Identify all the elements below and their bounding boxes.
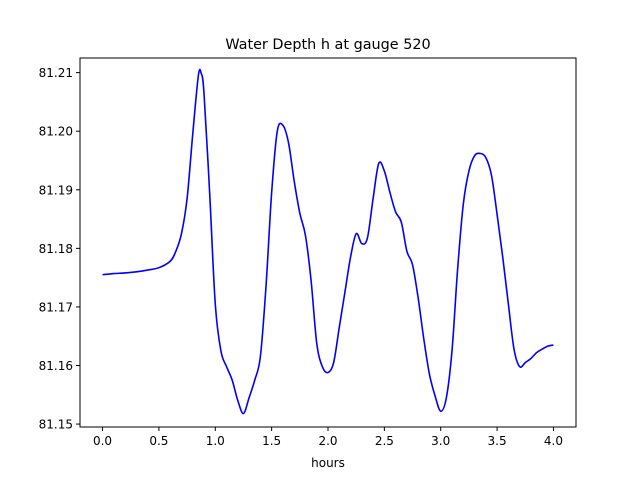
x-tick-label: 1.0 xyxy=(206,434,225,448)
x-tick-label: 2.0 xyxy=(318,434,337,448)
y-tick-label: 81.17 xyxy=(39,300,73,314)
chart-title: Water Depth h at gauge 520 xyxy=(225,37,430,53)
x-axis-label: hours xyxy=(311,456,345,470)
x-tick-label: 2.5 xyxy=(375,434,394,448)
x-axis: 0.0 0.5 1.0 1.5 2.0 2.5 3.0 3.5 4.0 xyxy=(93,427,563,448)
y-axis: 81.15 81.16 81.17 81.18 81.19 81.20 81.21 xyxy=(39,66,80,432)
y-tick-label: 81.19 xyxy=(39,183,73,197)
y-tick-label: 81.21 xyxy=(39,66,73,80)
series-line-0 xyxy=(102,68,554,415)
y-tick-label: 81.20 xyxy=(39,125,73,139)
x-tick-label: 0.0 xyxy=(93,434,112,448)
y-tick-label: 81.16 xyxy=(39,359,73,373)
y-tick-label: 81.18 xyxy=(39,242,73,256)
x-tick-label: 4.0 xyxy=(544,434,563,448)
plot-area xyxy=(102,68,554,415)
y-tick-label: 81.15 xyxy=(39,418,73,432)
x-tick-label: 0.5 xyxy=(149,434,168,448)
x-tick-label: 1.5 xyxy=(262,434,281,448)
x-tick-label: 3.5 xyxy=(488,434,507,448)
x-tick-label: 3.0 xyxy=(431,434,450,448)
